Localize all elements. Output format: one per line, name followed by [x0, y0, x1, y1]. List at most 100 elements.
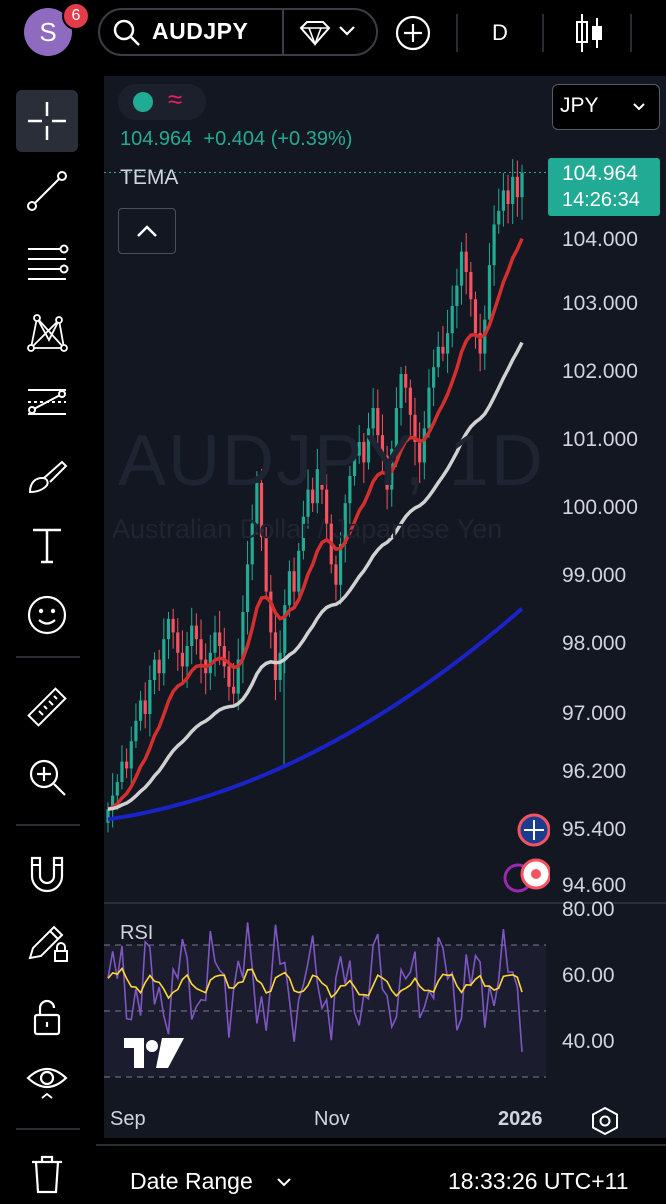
add-symbol-icon[interactable]	[394, 14, 432, 52]
price-tick: 95.400	[562, 818, 627, 841]
candle-body	[185, 646, 189, 667]
pencil-lock-icon	[28, 925, 68, 962]
price-tick: 104.000	[562, 228, 638, 251]
candle-body	[199, 639, 203, 660]
forecast-icon	[28, 389, 66, 415]
crosshair-tool[interactable]	[16, 90, 78, 152]
price-tick: 100.000	[562, 496, 638, 519]
magnet-icon	[30, 856, 64, 893]
price-axis[interactable]	[546, 76, 666, 1102]
symbol-name[interactable]: AUDJPY	[152, 18, 249, 44]
lock-all-tool[interactable]	[16, 986, 78, 1048]
xabcd-pattern-icon	[27, 314, 68, 352]
candle-body	[352, 455, 357, 476]
price-tick: 96.200	[562, 760, 627, 783]
candle-body	[315, 469, 319, 504]
legend-toggle[interactable]	[118, 84, 206, 120]
date-range-button[interactable]: Date Range	[130, 1168, 253, 1194]
event-markers[interactable]	[500, 806, 550, 896]
time-tick: 2026	[498, 1108, 543, 1130]
toolbar-separator	[542, 14, 544, 52]
candles-chart-type-icon[interactable]	[572, 12, 606, 54]
candle-body	[176, 632, 180, 653]
candle-body	[320, 469, 324, 490]
candle-body	[148, 680, 152, 714]
patterns-tool[interactable]	[16, 302, 78, 364]
prediction-tool[interactable]	[16, 372, 78, 434]
remove-drawings-tool[interactable]	[16, 1142, 78, 1204]
drawing-toolbar	[0, 76, 96, 1200]
pane-separator[interactable]	[104, 902, 666, 904]
candle-body	[236, 659, 240, 694]
collapse-legend-button[interactable]	[118, 208, 176, 254]
candle-body	[231, 686, 236, 694]
candle-body	[487, 265, 492, 320]
candle-body	[162, 639, 166, 674]
candle-body	[338, 544, 343, 585]
text-tool[interactable]	[16, 514, 78, 576]
brush-icon	[28, 460, 68, 494]
trend-line-tool[interactable]	[16, 160, 78, 222]
candle-body	[422, 428, 426, 463]
candle-body	[459, 251, 464, 286]
legend-price-change: 104.964 +0.404 (+0.39%)	[120, 128, 353, 150]
candle-body	[427, 387, 431, 429]
last-price-label: 104.964 14:26:34	[548, 158, 660, 216]
candle-body	[436, 346, 440, 368]
chevron-down-icon	[633, 103, 645, 111]
candle-body	[380, 435, 385, 456]
candle-body	[450, 306, 454, 334]
footer-separator	[96, 1144, 666, 1146]
brush-tool[interactable]	[16, 444, 78, 506]
toolbar-separator	[456, 14, 458, 52]
timezone-clock[interactable]: 18:33:26 UTC+11	[448, 1168, 629, 1194]
candle-body	[111, 795, 115, 810]
avatar-letter: S	[39, 16, 57, 47]
watermark-ticker: AUDJPY, 1D	[118, 421, 545, 501]
emoji-tool[interactable]	[16, 584, 78, 646]
candle-body	[194, 625, 198, 640]
candle-body	[455, 285, 459, 306]
zoom-in-tool[interactable]	[16, 746, 78, 808]
interval-button[interactable]: D	[492, 20, 508, 45]
symbol-search-box[interactable]	[98, 8, 378, 56]
candle-body	[399, 374, 403, 408]
candle-body	[106, 809, 110, 823]
candle-body	[287, 571, 292, 606]
candle-body	[115, 782, 119, 796]
price-tick: 103.000	[562, 292, 638, 315]
currency-label: JPY	[560, 94, 599, 117]
visibility-tool[interactable]	[16, 1048, 78, 1110]
candle-body	[473, 299, 478, 334]
diamond-icon[interactable]	[298, 20, 332, 46]
candle-body	[241, 612, 245, 660]
indicator-label-rsi[interactable]: RSI	[120, 922, 154, 944]
search-icon	[113, 19, 140, 46]
magnet-tool[interactable]	[16, 842, 78, 904]
candle-body	[125, 761, 129, 769]
lock-drawing-tool[interactable]	[16, 912, 78, 974]
candle-body	[366, 428, 371, 463]
symbol-divider	[282, 10, 284, 54]
candle-body	[501, 190, 505, 211]
fib-retracement-tool[interactable]	[16, 232, 78, 294]
toolbar-separator	[16, 656, 80, 658]
indicator-label-tema[interactable]: TEMA	[120, 166, 179, 189]
candle-body	[469, 272, 473, 300]
candle-body	[371, 408, 375, 429]
toolbar-separator	[630, 14, 632, 52]
chevron-down-icon[interactable]	[338, 24, 356, 38]
toolbar-separator	[16, 1128, 80, 1130]
time-axis[interactable]	[104, 1102, 546, 1138]
price-tick: 102.000	[562, 360, 638, 383]
candle-body	[292, 571, 296, 592]
candle-body	[478, 333, 482, 354]
ruler-tool[interactable]	[16, 676, 78, 738]
bar-countdown: 14:26:34	[562, 189, 640, 211]
chart-settings-icon[interactable]	[590, 1106, 620, 1136]
candle-body	[283, 605, 287, 653]
rsi-tick: 80.00	[562, 898, 615, 921]
chart-pane[interactable]	[104, 76, 546, 1102]
candle-body	[120, 761, 124, 782]
price-tick: 99.000	[562, 564, 627, 587]
